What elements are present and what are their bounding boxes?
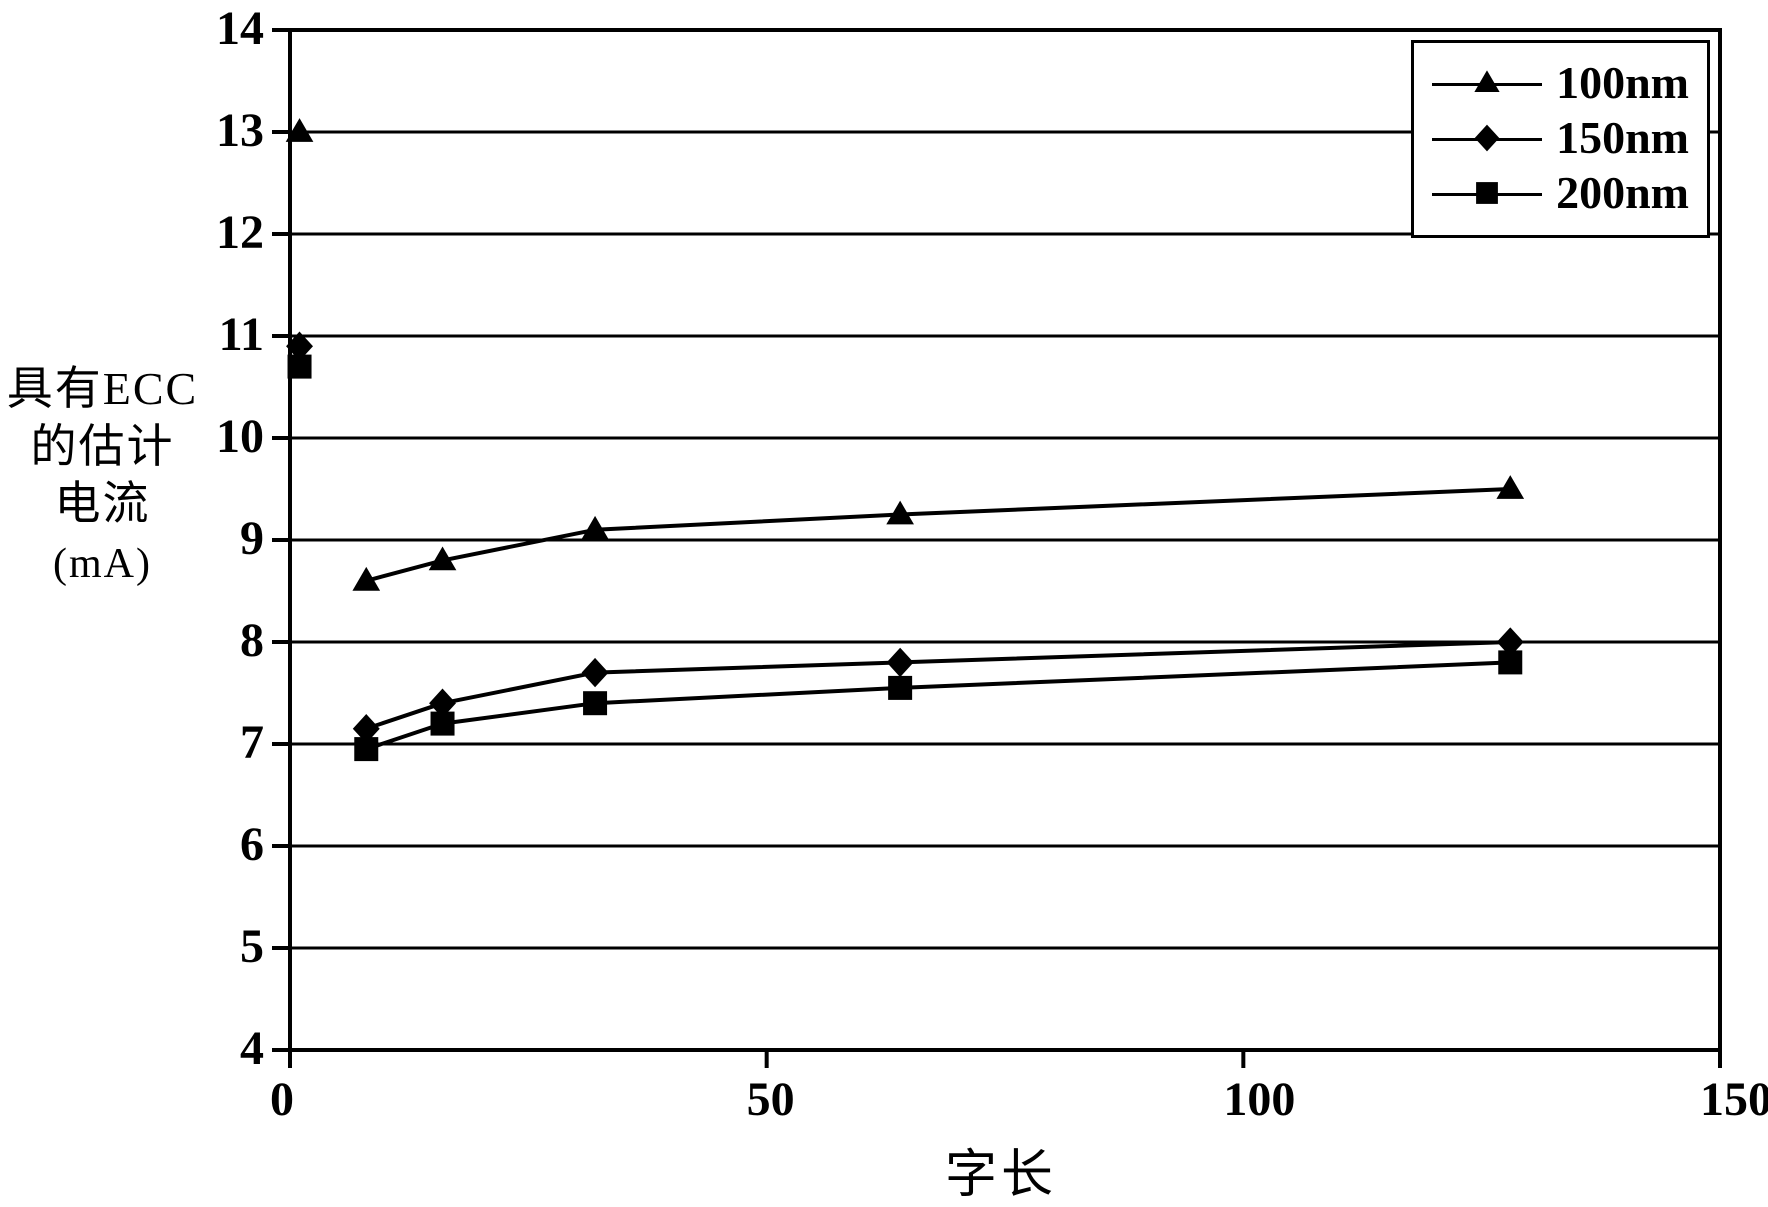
y-tick-label: 9 bbox=[240, 511, 264, 566]
y-tick-label: 14 bbox=[216, 1, 264, 56]
legend-swatch bbox=[1432, 123, 1542, 153]
x-tick-label: 50 bbox=[747, 1072, 795, 1127]
y-tick-label: 10 bbox=[216, 409, 264, 464]
ylabel-line-2: 的估计 bbox=[31, 421, 175, 472]
x-tick-label: 100 bbox=[1223, 1072, 1295, 1127]
y-axis-label: 具有ECC 的估计 电流 (mA) bbox=[5, 360, 200, 590]
y-tick-label: 6 bbox=[240, 817, 264, 872]
legend-label: 150nm bbox=[1556, 110, 1689, 165]
y-tick-label: 5 bbox=[240, 919, 264, 974]
legend-label: 100nm bbox=[1556, 55, 1689, 110]
legend-item: 200nm bbox=[1432, 165, 1689, 220]
ylabel-line-1: 具有ECC bbox=[7, 363, 198, 414]
x-tick-label: 150 bbox=[1700, 1072, 1768, 1127]
y-tick-label: 13 bbox=[216, 103, 264, 158]
y-tick-label: 8 bbox=[240, 613, 264, 668]
legend-item: 100nm bbox=[1432, 55, 1689, 110]
x-tick-label: 0 bbox=[270, 1072, 294, 1127]
figure: 具有ECC 的估计 电流 (mA) 字长 4567891011121314050… bbox=[0, 0, 1768, 1170]
ylabel-line-3: 电流 bbox=[55, 478, 151, 529]
y-tick-label: 12 bbox=[216, 205, 264, 260]
legend-item: 150nm bbox=[1432, 110, 1689, 165]
legend-swatch bbox=[1432, 178, 1542, 208]
legend: 100nm150nm200nm bbox=[1411, 40, 1710, 238]
y-tick-label: 11 bbox=[219, 307, 264, 362]
legend-swatch bbox=[1432, 68, 1542, 98]
ylabel-unit: (mA) bbox=[53, 541, 152, 587]
legend-label: 200nm bbox=[1556, 165, 1689, 220]
y-tick-label: 7 bbox=[240, 715, 264, 770]
y-tick-label: 4 bbox=[240, 1021, 264, 1076]
